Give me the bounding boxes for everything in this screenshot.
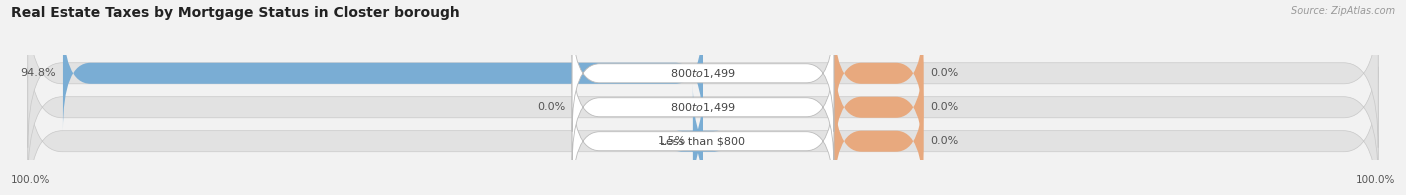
Text: 1.5%: 1.5% — [658, 136, 686, 146]
Text: 100.0%: 100.0% — [1355, 175, 1395, 185]
Text: 94.8%: 94.8% — [21, 68, 56, 78]
FancyBboxPatch shape — [63, 16, 703, 131]
FancyBboxPatch shape — [572, 83, 834, 195]
FancyBboxPatch shape — [675, 84, 720, 195]
FancyBboxPatch shape — [834, 16, 924, 131]
Text: 0.0%: 0.0% — [931, 136, 959, 146]
FancyBboxPatch shape — [28, 0, 1378, 148]
Text: 100.0%: 100.0% — [11, 175, 51, 185]
Text: 0.0%: 0.0% — [931, 68, 959, 78]
Text: Less than $800: Less than $800 — [661, 136, 745, 146]
FancyBboxPatch shape — [834, 84, 924, 195]
Text: 0.0%: 0.0% — [537, 102, 565, 112]
FancyBboxPatch shape — [28, 33, 1378, 182]
Text: Real Estate Taxes by Mortgage Status in Closter borough: Real Estate Taxes by Mortgage Status in … — [11, 6, 460, 20]
Text: 0.0%: 0.0% — [931, 102, 959, 112]
FancyBboxPatch shape — [572, 49, 834, 166]
Text: $800 to $1,499: $800 to $1,499 — [671, 67, 735, 80]
FancyBboxPatch shape — [572, 15, 834, 132]
FancyBboxPatch shape — [28, 67, 1378, 195]
Text: Source: ZipAtlas.com: Source: ZipAtlas.com — [1291, 6, 1395, 16]
Text: $800 to $1,499: $800 to $1,499 — [671, 101, 735, 114]
FancyBboxPatch shape — [834, 50, 924, 165]
